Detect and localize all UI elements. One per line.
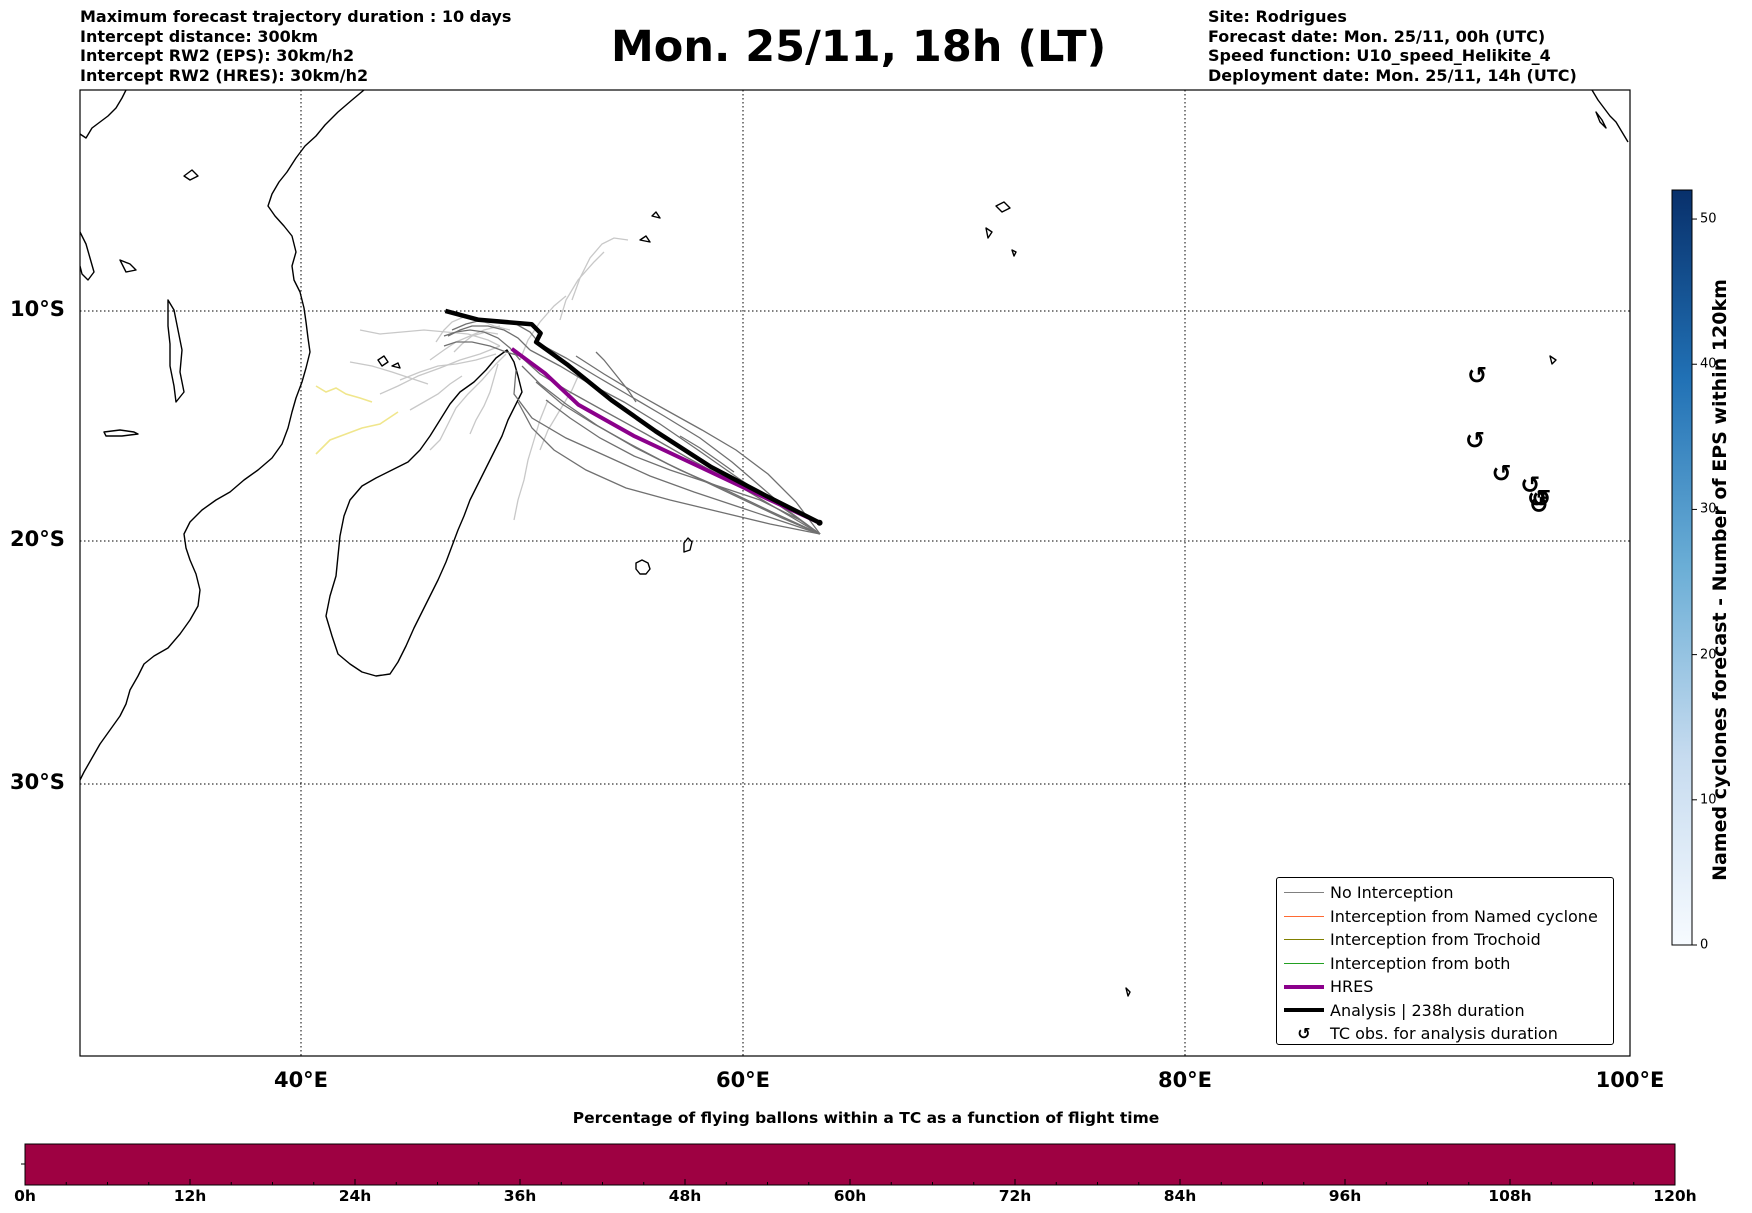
lon-label-40e: 40°E: [273, 1068, 329, 1092]
colorbar-tick-label: 0: [1700, 937, 1709, 953]
colorbar-ticks: [1692, 218, 1697, 946]
legend-line-icon: [1284, 1008, 1324, 1013]
madagascar-coastline: [325, 349, 523, 677]
time-percentage-bar: [24, 1143, 1676, 1186]
legend-item-both: Interception from both: [1277, 952, 1613, 976]
time-bar-label: 108h: [1488, 1187, 1532, 1205]
lon-label-60e: 60°E: [715, 1068, 771, 1092]
legend-line-icon: [1284, 962, 1324, 964]
time-bar-label: 60h: [833, 1187, 867, 1205]
colorbar-tick-label: 10: [1700, 792, 1717, 808]
colorbar: [1671, 189, 1693, 946]
lat-label-30s: 30°S: [10, 770, 65, 794]
lon-label-80e: 80°E: [1157, 1068, 1213, 1092]
cyclone-icon: ↺: [1520, 471, 1540, 499]
legend-item-trochoid: Interception from Trochoid: [1277, 928, 1613, 952]
cyclone-icon: ↺: [1467, 362, 1487, 390]
speed-function-text: Speed function: U10_speed_Helikite_4: [1208, 46, 1551, 65]
legend-line-icon: [1284, 892, 1324, 894]
max-duration-text: Maximum forecast trajectory duration : 1…: [80, 7, 512, 26]
deployment-date-text: Deployment date: Mon. 25/11, 14h (UTC): [1208, 65, 1577, 85]
colorbar-tick-label: 30: [1700, 501, 1717, 517]
time-bar-label: 96h: [1328, 1187, 1362, 1205]
time-bar-label: 0h: [14, 1187, 36, 1205]
yellow-ensemble-tracks: [315, 385, 399, 455]
legend-line-icon: [1284, 984, 1324, 989]
coastlines: [80, 90, 1629, 997]
lon-label-100e: 100°E: [1595, 1068, 1665, 1092]
time-bar-label: 36h: [503, 1187, 537, 1205]
mauritius-island: [683, 537, 693, 553]
time-bar-label: 24h: [338, 1187, 372, 1205]
legend-item-tc-obs: ↺ TC obs. for analysis duration: [1297, 1024, 1558, 1044]
cyclone-icon: ↺: [1492, 460, 1512, 488]
header-right-info: Site: Rodrigues Forecast date: Mon. 25/1…: [1208, 7, 1577, 85]
time-bar-label: 120h: [1653, 1187, 1697, 1205]
page-title: Mon. 25/11, 18h (LT): [611, 22, 1107, 72]
time-bar-label: 72h: [998, 1187, 1032, 1205]
site-text: Site: Rodrigues: [1208, 7, 1347, 26]
reunion-island: [635, 559, 651, 575]
map-legend: No Interception Interception from Named …: [1276, 877, 1614, 1045]
intercept-hres-text: Intercept RW2 (HRES): 30km/h2: [80, 65, 369, 85]
cyclone-icon: ↺: [1529, 491, 1549, 519]
time-bar-label: 48h: [668, 1187, 702, 1205]
legend-item-hres: HRES: [1277, 975, 1613, 999]
intercept-distance-text: Intercept distance: 300km: [80, 26, 319, 46]
intercept-eps-text: Intercept RW2 (EPS): 30km/h2: [80, 46, 355, 65]
time-bar-label: 12h: [173, 1187, 207, 1205]
cyclone-icon: ↺: [1531, 484, 1551, 512]
time-bar-label: 84h: [1163, 1187, 1197, 1205]
legend-item-named-cyclone: Interception from Named cyclone: [1277, 905, 1613, 929]
header-left-info: Maximum forecast trajectory duration : 1…: [80, 7, 511, 85]
forecast-date-text: Forecast date: Mon. 25/11, 00h (UTC): [1208, 26, 1546, 46]
legend-line-icon: [1284, 939, 1324, 941]
tc-observation-markers: ↺↺↺ ↺↺↺↺: [1465, 362, 1552, 519]
lat-label-20s: 20°S: [10, 527, 65, 551]
cyclone-icon: ↺: [1297, 1024, 1311, 1044]
time-bar-title: Percentage of flying ballons within a TC…: [572, 1109, 1160, 1127]
colorbar-tick-label: 20: [1700, 647, 1717, 663]
colorbar-tick-label: 40: [1700, 356, 1717, 372]
gridlines: [80, 90, 1630, 1056]
analysis-track: [444, 308, 821, 525]
colorbar-tick-label: 50: [1700, 211, 1717, 227]
cyclone-icon: ↺: [1465, 426, 1485, 454]
legend-item-analysis: Analysis | 238h duration: [1277, 999, 1613, 1023]
lat-label-10s: 10°S: [10, 297, 65, 321]
time-bar-ticks: [24, 1179, 1676, 1185]
africa-coastline: [80, 90, 365, 781]
cyclone-icon: ↺: [1527, 484, 1547, 512]
legend-item-no-interception: No Interception: [1277, 881, 1613, 905]
legend-line-icon: [1284, 915, 1324, 917]
deployment-site-marker: [816, 519, 823, 526]
light-grey-ensemble-tracks: [349, 237, 629, 521]
